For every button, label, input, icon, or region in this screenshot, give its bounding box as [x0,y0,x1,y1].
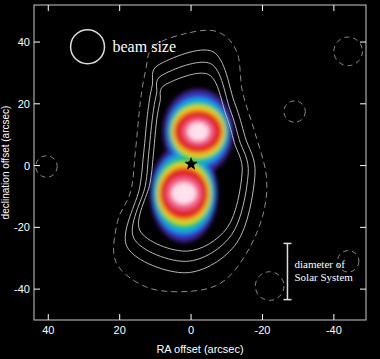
emission-level [182,118,214,146]
emission-map [150,88,234,242]
x-tick [333,314,334,320]
background [0,0,380,359]
emission-level [157,163,211,225]
y-tick [360,289,366,290]
scale-bar [287,243,289,299]
y-tick [360,227,366,228]
y-tick [360,103,366,104]
emission-level [166,176,202,210]
y-tick-label: 40 [18,36,30,48]
chart: beam size diameter ofSolar System 40 20 0 -20… [0,0,380,359]
contour-island [255,272,284,301]
x-tick [262,314,263,320]
plot-area [36,30,363,300]
emission-level [155,158,212,229]
scale-bar-label: diameter of [294,258,345,270]
emission-level [170,102,227,161]
x-tick-label: -20 [255,324,271,336]
y-tick [34,289,40,290]
x-tick [48,314,49,320]
x-tick [119,314,120,320]
contour-line [125,50,255,273]
y-tick-label: -20 [14,221,30,233]
star-marker [184,157,197,170]
beam-label: beam size [113,38,177,55]
x-tick [191,314,192,320]
x-tick-label: 20 [114,324,126,336]
x-tick [262,5,263,11]
y-tick [34,227,40,228]
y-tick [360,165,366,166]
emission-level [159,166,209,222]
scale-bar-cap [283,299,291,301]
y-tick [360,42,366,43]
x-tick [48,5,49,11]
contour-line [132,62,248,261]
contour-line [114,30,267,292]
scale-bar-cap [283,243,291,245]
emission-level [188,122,209,141]
emission-level [175,112,221,152]
contour-island [36,156,57,177]
x-tick-label: 40 [42,324,54,336]
x-tick [333,5,334,11]
x-tick-label: -40 [326,324,342,336]
emission-level [154,153,215,233]
contour-line [138,73,242,251]
y-tick-label: 20 [18,98,30,110]
x-tick-label: 0 [188,324,194,336]
y-tick-label: -40 [14,283,30,295]
y-axis-title: declination offset (arcsec) [0,106,11,220]
y-tick [34,165,40,166]
beam-circle [71,30,105,64]
emission-level [161,169,207,218]
emission-level [171,183,196,205]
scale-bar-label: Solar System [294,271,353,283]
x-tick [191,5,192,11]
y-tick-label: 0 [24,160,30,172]
y-tick [34,42,40,43]
emission-level [171,105,225,158]
y-tick [34,103,40,104]
emission-level [173,108,223,154]
contour-island [334,37,363,66]
x-tick [119,5,120,11]
contour-island [284,101,305,122]
plot-frame [34,5,366,320]
x-axis-title: RA offset (arcsec) [156,343,243,355]
